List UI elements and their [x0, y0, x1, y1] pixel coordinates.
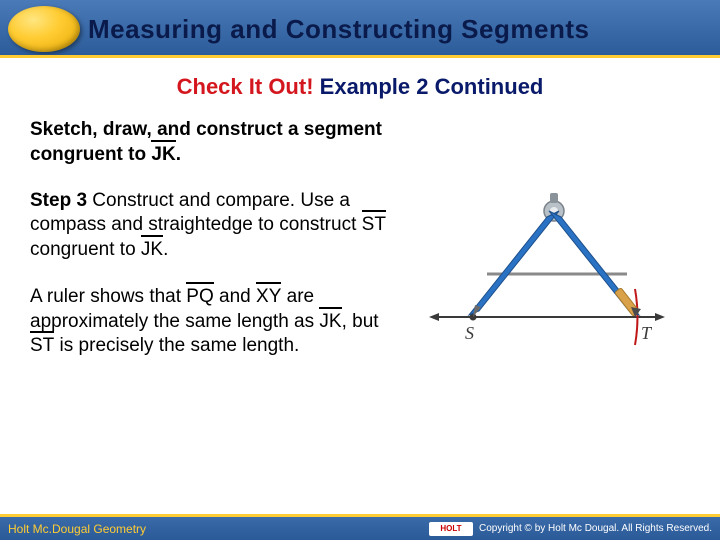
- header-underline: [0, 55, 720, 58]
- r2: and: [214, 286, 256, 307]
- arrow-right-icon: [655, 313, 665, 321]
- prompt-line2-prefix: congruent to: [30, 144, 151, 165]
- footer-copyright: Copyright © by Holt Mc Dougal. All Right…: [479, 523, 712, 534]
- segment-jk: JK: [151, 142, 175, 167]
- label-t: T: [641, 323, 653, 343]
- r5: is precisely the same length.: [54, 335, 299, 356]
- segment-jk-3: JK: [319, 309, 341, 334]
- header-oval-icon: [8, 6, 80, 52]
- compass-leg-left: [469, 211, 559, 315]
- subtitle-blue: Example 2 Continued: [320, 74, 544, 99]
- compass-handle-icon: [550, 193, 558, 203]
- step-body-3: .: [163, 239, 168, 260]
- step-label: Step 3: [30, 190, 87, 211]
- footer-right: HOLT Copyright © by Holt Mc Dougal. All …: [429, 522, 712, 536]
- segment-xy: XY: [256, 284, 281, 309]
- compass-illustration: S T: [404, 189, 690, 359]
- segment-st: ST: [362, 212, 386, 237]
- compass-svg: S T: [417, 189, 677, 359]
- subtitle-red: Check It Out!: [177, 74, 314, 99]
- step-row: Step 3 Construct and compare. Use a comp…: [30, 189, 690, 359]
- header-bar: Measuring and Constructing Segments: [0, 0, 720, 58]
- subtitle: Check It Out! Example 2 Continued: [0, 74, 720, 100]
- step-text: Step 3 Construct and compare. Use a comp…: [30, 189, 390, 359]
- step-body-2: congruent to: [30, 239, 141, 260]
- r1: A ruler shows that: [30, 286, 186, 307]
- result-text: A ruler shows that PQ and XY are approxi…: [30, 284, 390, 358]
- segment-st-2: ST: [30, 333, 54, 358]
- footer-left: Holt Mc.Dougal Geometry: [8, 522, 146, 536]
- prompt-line1: Sketch, draw, and construct a segment: [30, 119, 382, 140]
- segment-pq: PQ: [186, 284, 213, 309]
- prompt-line2-suffix: .: [176, 144, 181, 165]
- footer: Holt Mc.Dougal Geometry HOLT Copyright ©…: [0, 514, 720, 540]
- content: Sketch, draw, and construct a segment co…: [0, 100, 720, 359]
- r4: , but: [342, 311, 379, 332]
- compass-needle-icon: [473, 305, 481, 317]
- page-title: Measuring and Constructing Segments: [88, 14, 589, 45]
- segment-jk-2: JK: [141, 237, 163, 262]
- footer-logo-icon: HOLT: [429, 522, 473, 536]
- label-s: S: [465, 323, 474, 343]
- arrow-left-icon: [429, 313, 439, 321]
- prompt: Sketch, draw, and construct a segment co…: [30, 118, 690, 167]
